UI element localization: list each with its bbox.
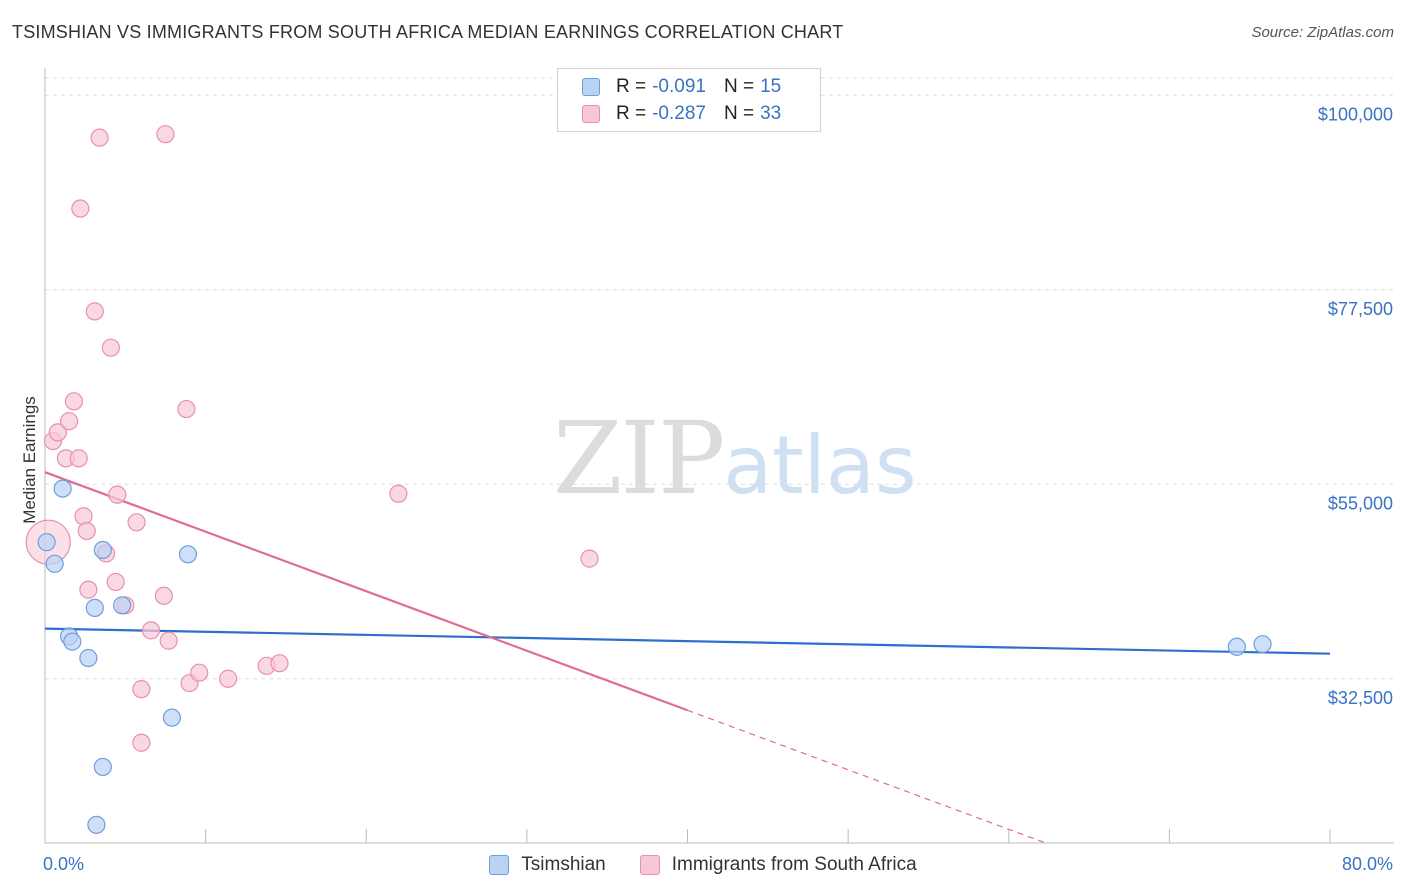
data-point-tsimshian [79,648,98,668]
data-point-south-africa [270,654,289,673]
source-credit: Source: ZipAtlas.com [1251,24,1394,41]
data-point-south-africa [190,663,209,682]
legend-n-value: 33 [760,103,782,124]
data-point-south-africa [79,580,98,599]
data-point-tsimshian [63,632,82,651]
trend-layer [44,471,1331,844]
x-tick-label-min: 0.0% [43,854,84,874]
data-point-tsimshian [93,757,112,777]
data-point-south-africa [127,513,146,532]
legend-n-value: 15 [760,76,782,97]
legend-swatch-south-africa [582,105,600,123]
data-point-tsimshian [93,540,112,560]
data-point-south-africa [141,621,161,640]
data-point-south-africa [154,586,173,605]
data-point-tsimshian [85,598,104,617]
watermark: ZIPatlas [553,400,917,517]
legend-swatch-tsimshian [582,78,600,96]
data-point-south-africa [132,680,151,699]
legend-item-south-africa[interactable]: Immigrants from South Africa [639,854,917,876]
legend-n-label: N = [723,103,755,124]
x-tick-label-max: 80.0% [1342,854,1393,874]
grid-layer [45,77,1394,680]
correlation-legend: R = -0.091 N = 15 R = -0.287 N = 33 [557,68,821,132]
data-point-south-africa [71,199,90,218]
data-point-south-africa [48,423,67,442]
trend-line-extension-south-africa [687,709,1046,844]
data-point-south-africa [580,549,599,568]
data-point-tsimshian [37,533,56,552]
data-point-south-africa [177,399,196,419]
data-point-south-africa [389,484,408,503]
data-point-tsimshian [45,554,64,573]
data-point-south-africa [156,125,175,144]
series-legend: Tsimshian Immigrants from South Africa [0,851,1406,879]
point-layer [25,125,1272,834]
y-tick-label: $55,000 [1328,493,1393,513]
legend-r-value: -0.287 [652,103,706,124]
chart-title: TSIMSHIAN VS IMMIGRANTS FROM SOUTH AFRIC… [12,22,844,42]
data-point-tsimshian [53,479,72,498]
legend-label-south-africa: Immigrants from South Africa [671,854,917,875]
data-point-tsimshian [1227,637,1246,656]
data-point-tsimshian [178,545,198,564]
axis-layer [44,68,1394,844]
legend-r-value: -0.091 [652,76,706,97]
data-point-south-africa [90,128,109,147]
trend-line-tsimshian [44,627,1331,655]
legend-item-tsimshian[interactable]: Tsimshian [489,854,606,876]
data-point-south-africa [219,669,238,688]
legend-label-tsimshian: Tsimshian [521,854,606,875]
data-point-tsimshian [162,708,181,727]
data-point-south-africa [108,485,127,504]
data-point-south-africa [106,572,125,592]
y-tick-label: $100,000 [1318,104,1393,124]
legend-row-south-africa: R = -0.287 N = 33 [582,101,781,127]
data-point-south-africa [77,521,96,541]
legend-row-tsimshian: R = -0.091 N = 15 [582,74,781,100]
data-point-south-africa [59,412,79,431]
y-tick-label: $32,500 [1328,688,1393,708]
data-point-tsimshian [1253,635,1272,654]
legend-n-label: N = [723,76,755,97]
legend-swatch-tsimshian [489,855,510,875]
trend-line-south-africa [44,471,688,712]
data-point-tsimshian [112,596,132,615]
watermark-zip: ZIP [553,400,725,517]
legend-r-label: R = [616,103,647,124]
data-point-south-africa [69,449,88,468]
watermark-atlas: atlas [723,419,917,512]
y-tick-label: $77,500 [1328,299,1393,319]
data-point-south-africa [64,392,84,411]
data-point-south-africa [159,631,178,650]
label-layer: $32,500 $55,000 $77,500 $100,000 0.0% 80.0% Me… [20,104,1393,874]
data-point-south-africa [74,507,93,526]
data-point-south-africa [85,302,104,321]
legend-r-label: R = [616,76,647,97]
data-point-south-africa [132,733,151,752]
data-point-tsimshian [87,815,106,834]
data-point-south-africa [101,338,120,357]
y-axis-label: Median Earnings [20,396,39,524]
legend-swatch-south-africa [639,855,660,875]
